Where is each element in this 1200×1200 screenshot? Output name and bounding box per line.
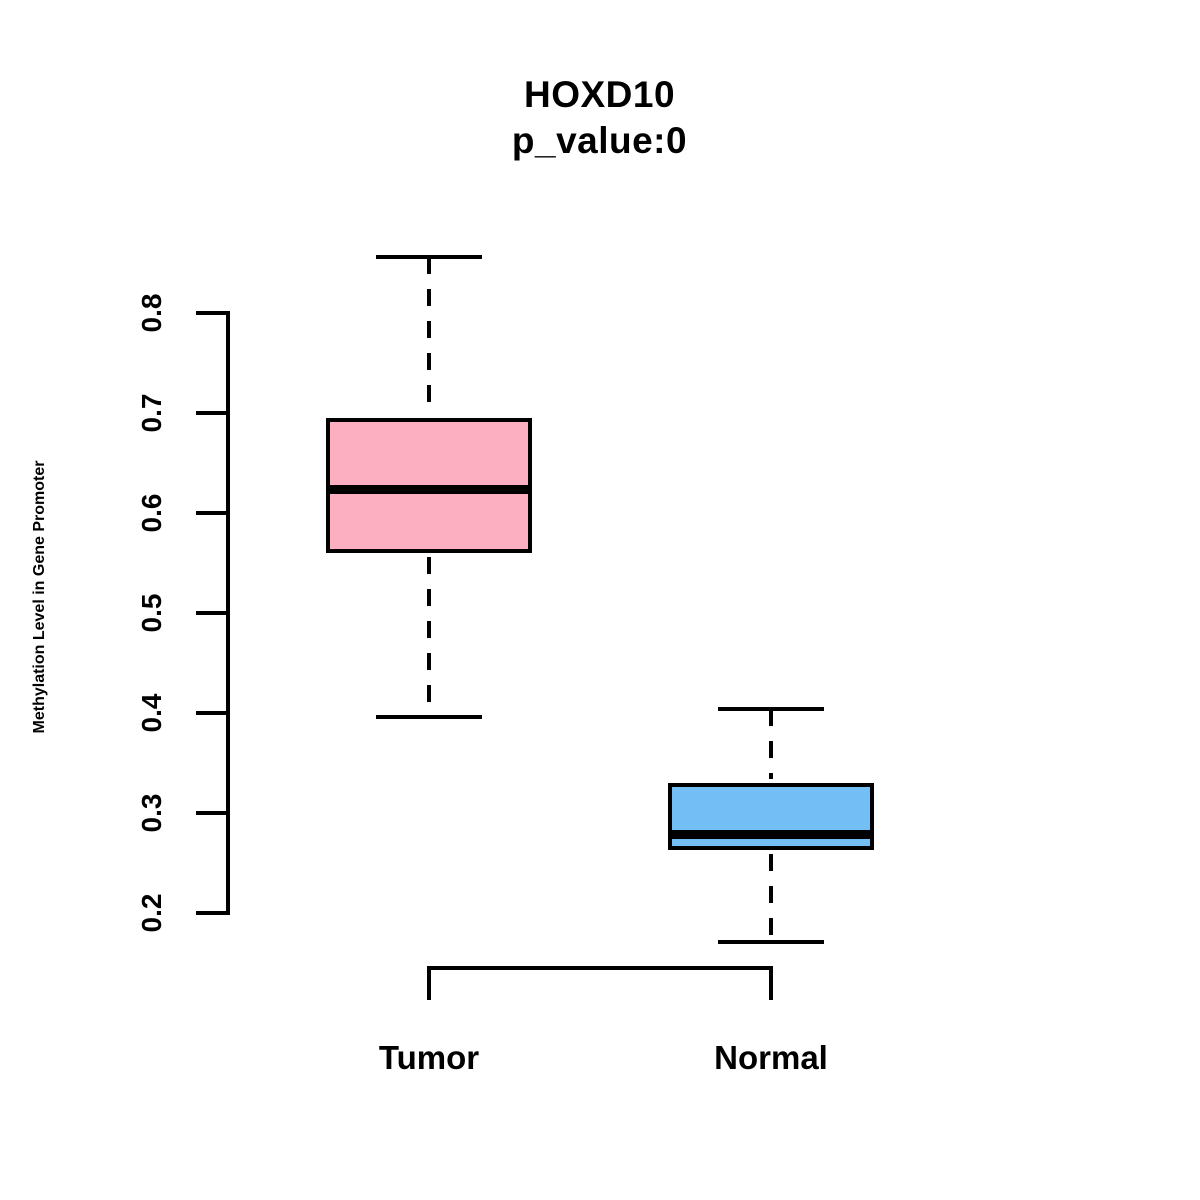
chart-subtitle: p_value:0 bbox=[511, 120, 688, 161]
upper-whisker-cap bbox=[718, 707, 824, 711]
box-normal bbox=[668, 783, 874, 850]
y-axis-tick bbox=[196, 311, 226, 315]
upper-whisker bbox=[427, 257, 431, 414]
x-axis-tick bbox=[769, 966, 773, 1000]
median-line bbox=[326, 484, 532, 494]
lower-whisker-cap bbox=[376, 715, 482, 719]
chart-title: HOXD10 bbox=[523, 74, 676, 115]
y-axis-tick bbox=[196, 511, 226, 515]
x-axis-tick bbox=[427, 966, 431, 1000]
lower-whisker-cap bbox=[718, 940, 824, 944]
y-axis-tick bbox=[196, 611, 226, 615]
lower-whisker bbox=[427, 557, 431, 717]
median-line bbox=[668, 829, 874, 839]
y-axis-tick bbox=[196, 911, 226, 915]
upper-whisker bbox=[769, 709, 773, 779]
y-axis-line bbox=[226, 311, 230, 915]
upper-whisker-cap bbox=[376, 255, 482, 259]
x-axis-line bbox=[427, 966, 773, 970]
y-axis-tick bbox=[196, 711, 226, 715]
y-axis-tick bbox=[196, 411, 226, 415]
y-axis-tick bbox=[196, 811, 226, 815]
lower-whisker bbox=[769, 854, 773, 942]
